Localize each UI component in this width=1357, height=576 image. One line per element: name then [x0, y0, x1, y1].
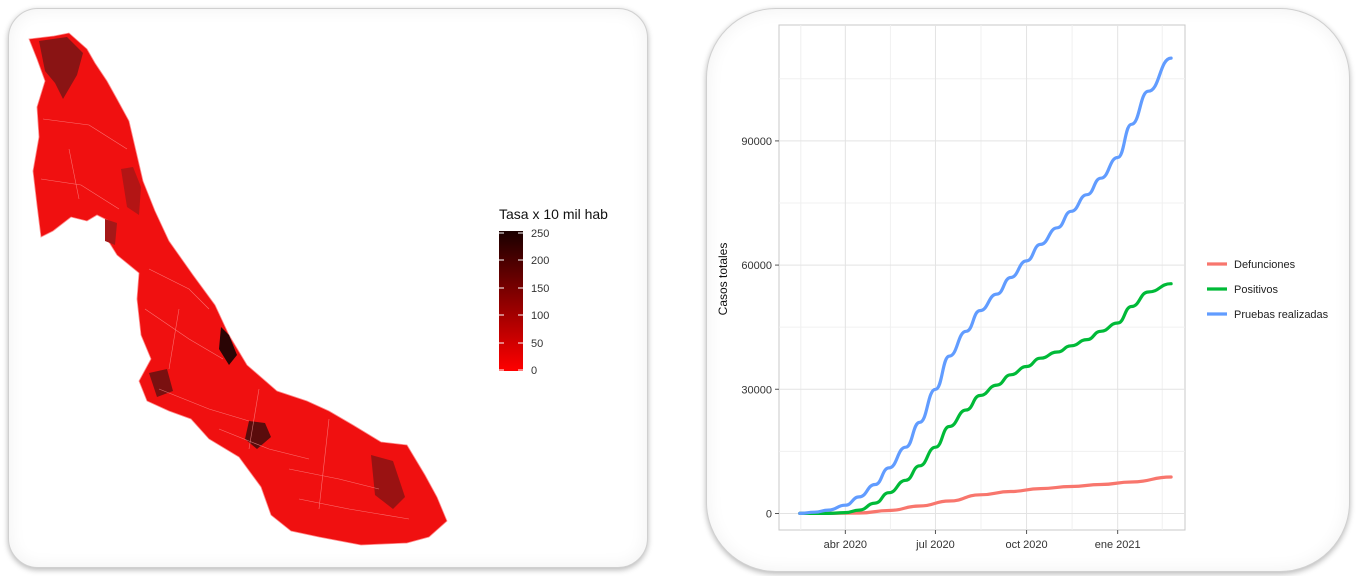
line-chart-panel: 0 30000 60000 90000 abr 2020 jul 2020 oct 202… [706, 8, 1350, 572]
map-legend-tick-label: 200 [531, 255, 549, 267]
map-legend-tick-label: 250 [531, 228, 549, 240]
line-legend: Defunciones Positivos Pruebas realizadas [1207, 259, 1329, 321]
gridlines [779, 25, 1185, 530]
legend-label: Defunciones [1234, 259, 1296, 271]
legend-label: Positivos [1234, 284, 1279, 296]
plot-area [778, 24, 1186, 531]
series-lines [798, 56, 1173, 515]
x-tick-label: abr 2020 [824, 539, 867, 551]
x-tick-label: jul 2020 [915, 539, 955, 551]
line-chart: 0 30000 60000 90000 abr 2020 jul 2020 oct 202… [716, 24, 1329, 551]
legend-label: Pruebas realizadas [1234, 309, 1329, 321]
y-axis-label: Casos totales [716, 243, 730, 316]
y-tick-label: 0 [766, 508, 772, 520]
y-tick-label: 60000 [741, 260, 772, 272]
map-panel: Tasa x 10 mil hab 250 200 150 100 50 0 [8, 8, 648, 568]
series-line-pruebas-realizadas [798, 56, 1173, 515]
series-line-positivos [798, 282, 1173, 515]
y-tick-label: 30000 [741, 384, 772, 396]
map-legend-colorbar [499, 231, 523, 371]
map-legend-ticks: 250 200 150 100 50 0 [499, 228, 549, 377]
map-legend-tick-label: 50 [531, 338, 543, 350]
veracruz-state-shape [28, 32, 448, 546]
x-axis-ticks: abr 2020 jul 2020 oct 2020 ene 2021 [824, 530, 1141, 551]
map-legend-tick-label: 0 [531, 365, 537, 377]
x-tick-label: oct 2020 [1005, 539, 1047, 551]
map-legend-tick-label: 150 [531, 283, 549, 295]
map-legend-title: Tasa x 10 mil hab [499, 206, 608, 222]
series-line-defunciones [798, 475, 1173, 515]
y-tick-label: 90000 [741, 136, 772, 148]
y-axis-ticks: 0 30000 60000 90000 [741, 136, 779, 520]
choropleth-map: Tasa x 10 mil hab 250 200 150 100 50 0 [28, 32, 608, 546]
x-tick-label: ene 2021 [1095, 539, 1141, 551]
map-legend-tick-label: 100 [531, 310, 549, 322]
